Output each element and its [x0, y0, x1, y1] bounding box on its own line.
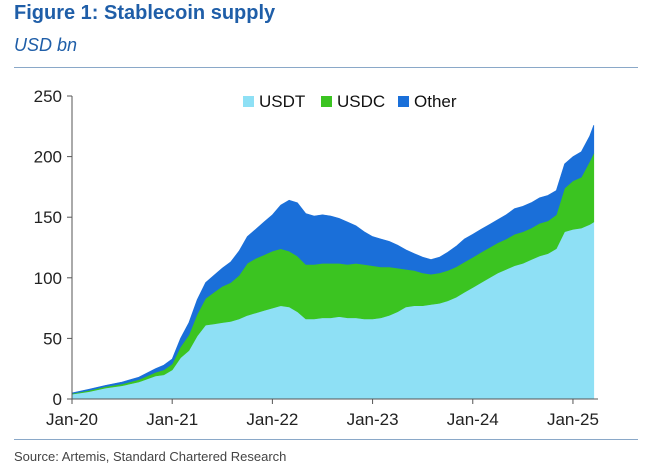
source-note: Source: Artemis, Standard Chartered Rese… [14, 449, 287, 464]
legend-label-usdc: USDC [337, 92, 385, 111]
x-tick-label: Jan-25 [547, 410, 599, 429]
top-rule [14, 67, 638, 68]
legend-swatch-other [398, 96, 409, 107]
figure-title: Figure 1: Stablecoin supply [14, 2, 276, 24]
x-tick-label: Jan-22 [246, 410, 298, 429]
y-tick-label: 100 [34, 269, 62, 288]
legend-swatch-usdt [243, 96, 254, 107]
y-tick-label: 50 [43, 329, 62, 348]
legend-label-usdt: USDT [259, 92, 305, 111]
legend-label-other: Other [414, 92, 457, 111]
area-other [71, 124, 595, 394]
y-tick-label: 150 [34, 208, 62, 227]
y-tick-label: 0 [53, 390, 62, 409]
x-tick-label: Jan-21 [146, 410, 198, 429]
x-tick-label: Jan-20 [46, 410, 98, 429]
x-tick-label: Jan-23 [347, 410, 399, 429]
y-tick-label: 250 [34, 87, 62, 106]
x-tick-label: Jan-24 [447, 410, 499, 429]
legend-swatch-usdc [321, 96, 332, 107]
bottom-rule [14, 439, 638, 440]
y-tick-label: 200 [34, 148, 62, 167]
figure-subtitle: USD bn [14, 35, 78, 55]
axes: 0 50 100 150 200 250 Jan-20 Jan-21 Jan-22 Jan-23 J… [34, 87, 599, 429]
legend: USDT USDC Other [243, 92, 457, 111]
stacked-areas [71, 124, 595, 400]
